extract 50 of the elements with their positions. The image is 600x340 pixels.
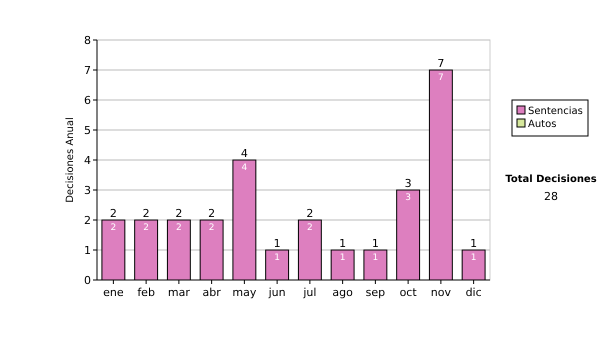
x-tick-label: jun (268, 286, 286, 299)
data-label: 2 (143, 223, 149, 233)
x-tick-label: ago (332, 286, 354, 299)
x-tick-label: abr (202, 286, 222, 299)
x-tick-label: oct (400, 286, 418, 299)
total-label: 2 (175, 207, 182, 220)
x-tick-label: dic (466, 286, 482, 299)
data-label: 1 (470, 253, 476, 263)
x-tick-label: sep (366, 286, 386, 299)
total-label: 4 (240, 147, 248, 160)
data-label: 4 (242, 163, 248, 173)
total-label: 1 (274, 237, 281, 250)
data-label: 3 (405, 193, 411, 203)
y-tick-label: 0 (84, 274, 91, 287)
total-label: 7 (437, 57, 444, 70)
data-label: 1 (274, 253, 280, 263)
y-tick-label: 6 (84, 94, 91, 107)
total-label: 3 (404, 177, 412, 190)
data-label: 2 (208, 223, 214, 233)
legend-label: Autos (528, 119, 556, 130)
x-tick-label: nov (430, 286, 452, 299)
total-label: 2 (306, 207, 314, 220)
y-tick-label: 1 (84, 244, 91, 257)
x-tick-label: may (232, 286, 257, 299)
y-tick-label: 2 (84, 214, 91, 227)
data-label: 2 (110, 223, 116, 233)
total-label: 2 (208, 207, 216, 220)
data-label: 2 (307, 223, 313, 233)
x-tick-label: feb (137, 286, 155, 299)
total-label: 2 (110, 207, 117, 220)
legend-label: Sentencias (528, 106, 583, 117)
total-label: 1 (470, 237, 478, 250)
x-tick-label: jul (302, 286, 316, 299)
x-tick-label: mar (168, 286, 190, 299)
x-tick-label: ene (103, 286, 124, 299)
total-label: 2 (142, 207, 150, 220)
y-tick-label: 3 (84, 184, 91, 197)
text: Total Decisiones (505, 174, 597, 185)
y-tick-label: 5 (84, 124, 91, 137)
text: 28 (544, 190, 558, 203)
total-label: 1 (372, 237, 379, 250)
data-label: 1 (372, 253, 378, 263)
y-tick-label: 7 (84, 64, 91, 77)
data-label: 2 (176, 223, 182, 233)
y-axis-title: Decisiones Anual (65, 117, 76, 203)
total-label: 1 (339, 237, 346, 250)
data-label: 7 (438, 73, 444, 83)
y-tick-label: 4 (84, 154, 91, 167)
y-tick-label: 8 (84, 34, 91, 47)
data-label: 1 (340, 253, 346, 263)
